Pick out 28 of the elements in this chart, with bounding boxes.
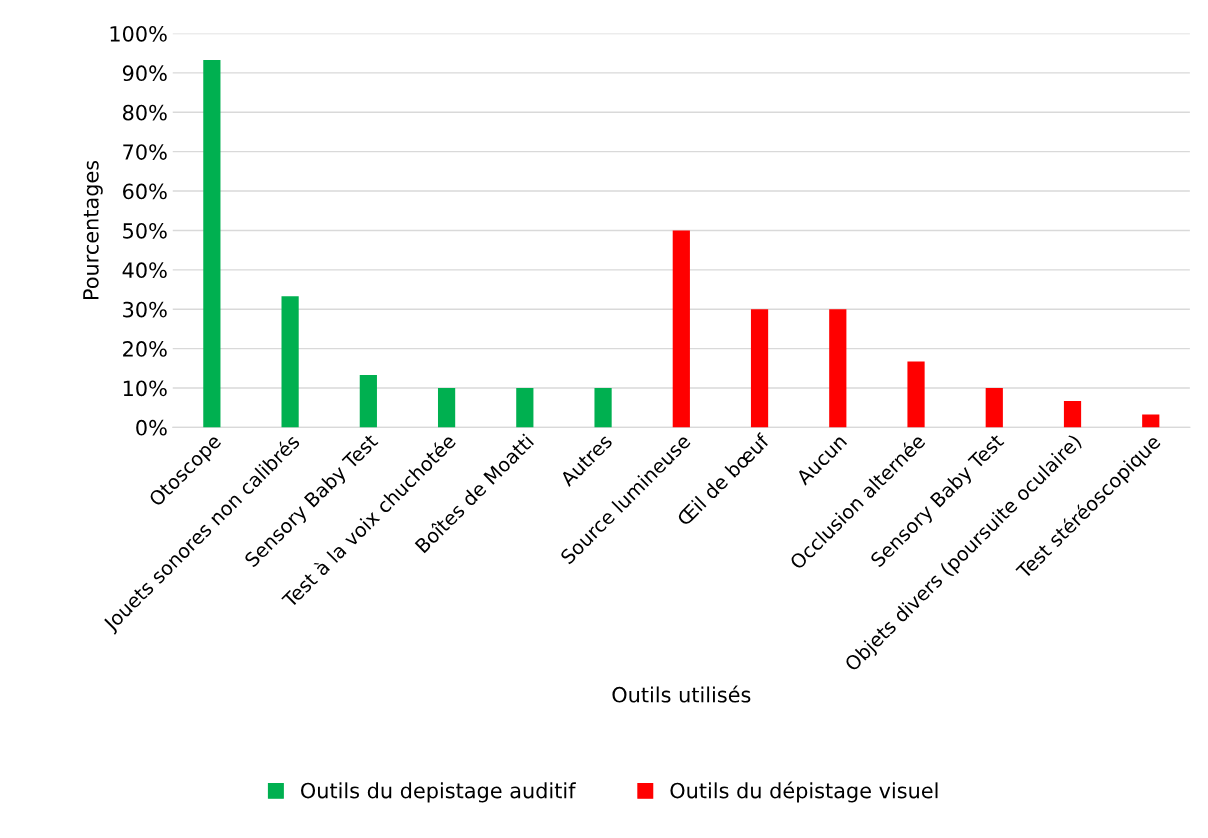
y-axis-title: Pourcentages (83, 160, 103, 299)
bar (594, 387, 612, 428)
y-tick-label: 70% (123, 144, 167, 160)
bar (829, 309, 847, 428)
y-tick-label: 100% (110, 25, 167, 42)
bar (437, 387, 456, 428)
bar (516, 387, 534, 428)
y-tick-label: 0% (136, 419, 167, 436)
y-tick-label: 20% (123, 341, 167, 357)
y-tick-label: 40% (122, 262, 167, 279)
y-tick-label: 80% (122, 104, 167, 121)
legend-label: Outils du depistage auditif (301, 782, 576, 803)
bar (359, 375, 377, 428)
y-tick-label: 30% (123, 301, 167, 318)
bar (672, 230, 690, 428)
y-tick-label: 90% (122, 65, 167, 82)
bar (750, 309, 769, 428)
legend-label: Outils du dépistage visuel (670, 781, 938, 803)
x-axis-title: Outils utilisés (612, 685, 751, 703)
y-tick-label: 60% (123, 183, 167, 200)
bar (907, 361, 925, 428)
y-tick-label: 10% (123, 380, 167, 397)
bar (281, 296, 299, 428)
bar (985, 387, 1003, 428)
bar (1142, 414, 1160, 428)
bar (203, 59, 221, 428)
y-tick-label: 50% (123, 222, 167, 239)
bar (1063, 400, 1082, 428)
